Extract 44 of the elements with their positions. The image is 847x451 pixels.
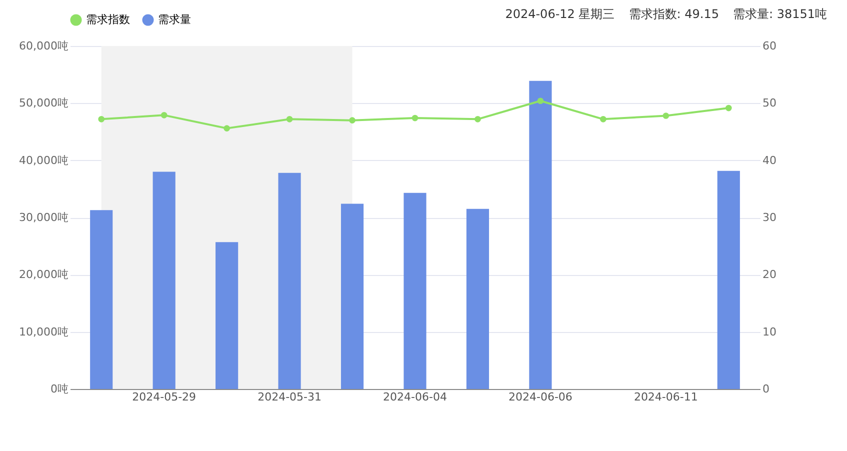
x-tick-label: 2024-05-31 [258,390,322,404]
y2-tick-label: 60 [762,40,776,52]
bar [717,170,740,389]
y2-tick-label: 30 [762,211,776,224]
point [600,116,606,122]
x-tick-label: 2024-06-11 [634,390,698,404]
point [286,116,293,122]
legend-label: 需求指数 [86,13,130,26]
point [474,116,481,122]
y2-tick-label: 20 [762,268,776,282]
y-tick-label: 40,000吨 [19,154,68,167]
x-tick-label: 2024-06-04 [383,390,447,404]
text: 需求量: 38151吨 [732,6,827,23]
point [160,112,168,118]
point [725,104,732,112]
point [98,116,105,122]
text: 2024-06-12 星期三 [505,6,615,23]
text: 需求指数: 49.15 [628,6,719,23]
point [662,112,670,119]
y2-tick-label: 0 [762,382,770,396]
y2-tick-label: 10 [762,325,776,338]
legend-label: 需求量 [158,13,191,26]
bar [404,192,426,389]
y-tick-label: 10,000吨 [19,325,68,338]
bar [216,242,238,389]
y2-tick-label: 40 [762,154,776,167]
bar [340,204,364,389]
y-tick-label: 0吨 [50,382,68,396]
y-tick-label: 30,000吨 [19,211,68,224]
bar [466,208,490,389]
bar [90,210,113,389]
point [412,114,418,122]
y-tick-label: 20,000吨 [19,268,68,282]
y-tick-label: 60,000吨 [19,40,68,52]
bar [152,172,176,389]
x-tick-label: 2024-05-29 [132,390,196,404]
x-tick-label: 2024-06-06 [508,390,572,404]
point [224,125,230,132]
point [537,98,544,104]
y2-tick-label: 50 [762,96,776,110]
bar [278,172,301,389]
bar [529,80,552,389]
y-tick-label: 50,000吨 [19,96,68,110]
point [349,117,356,124]
